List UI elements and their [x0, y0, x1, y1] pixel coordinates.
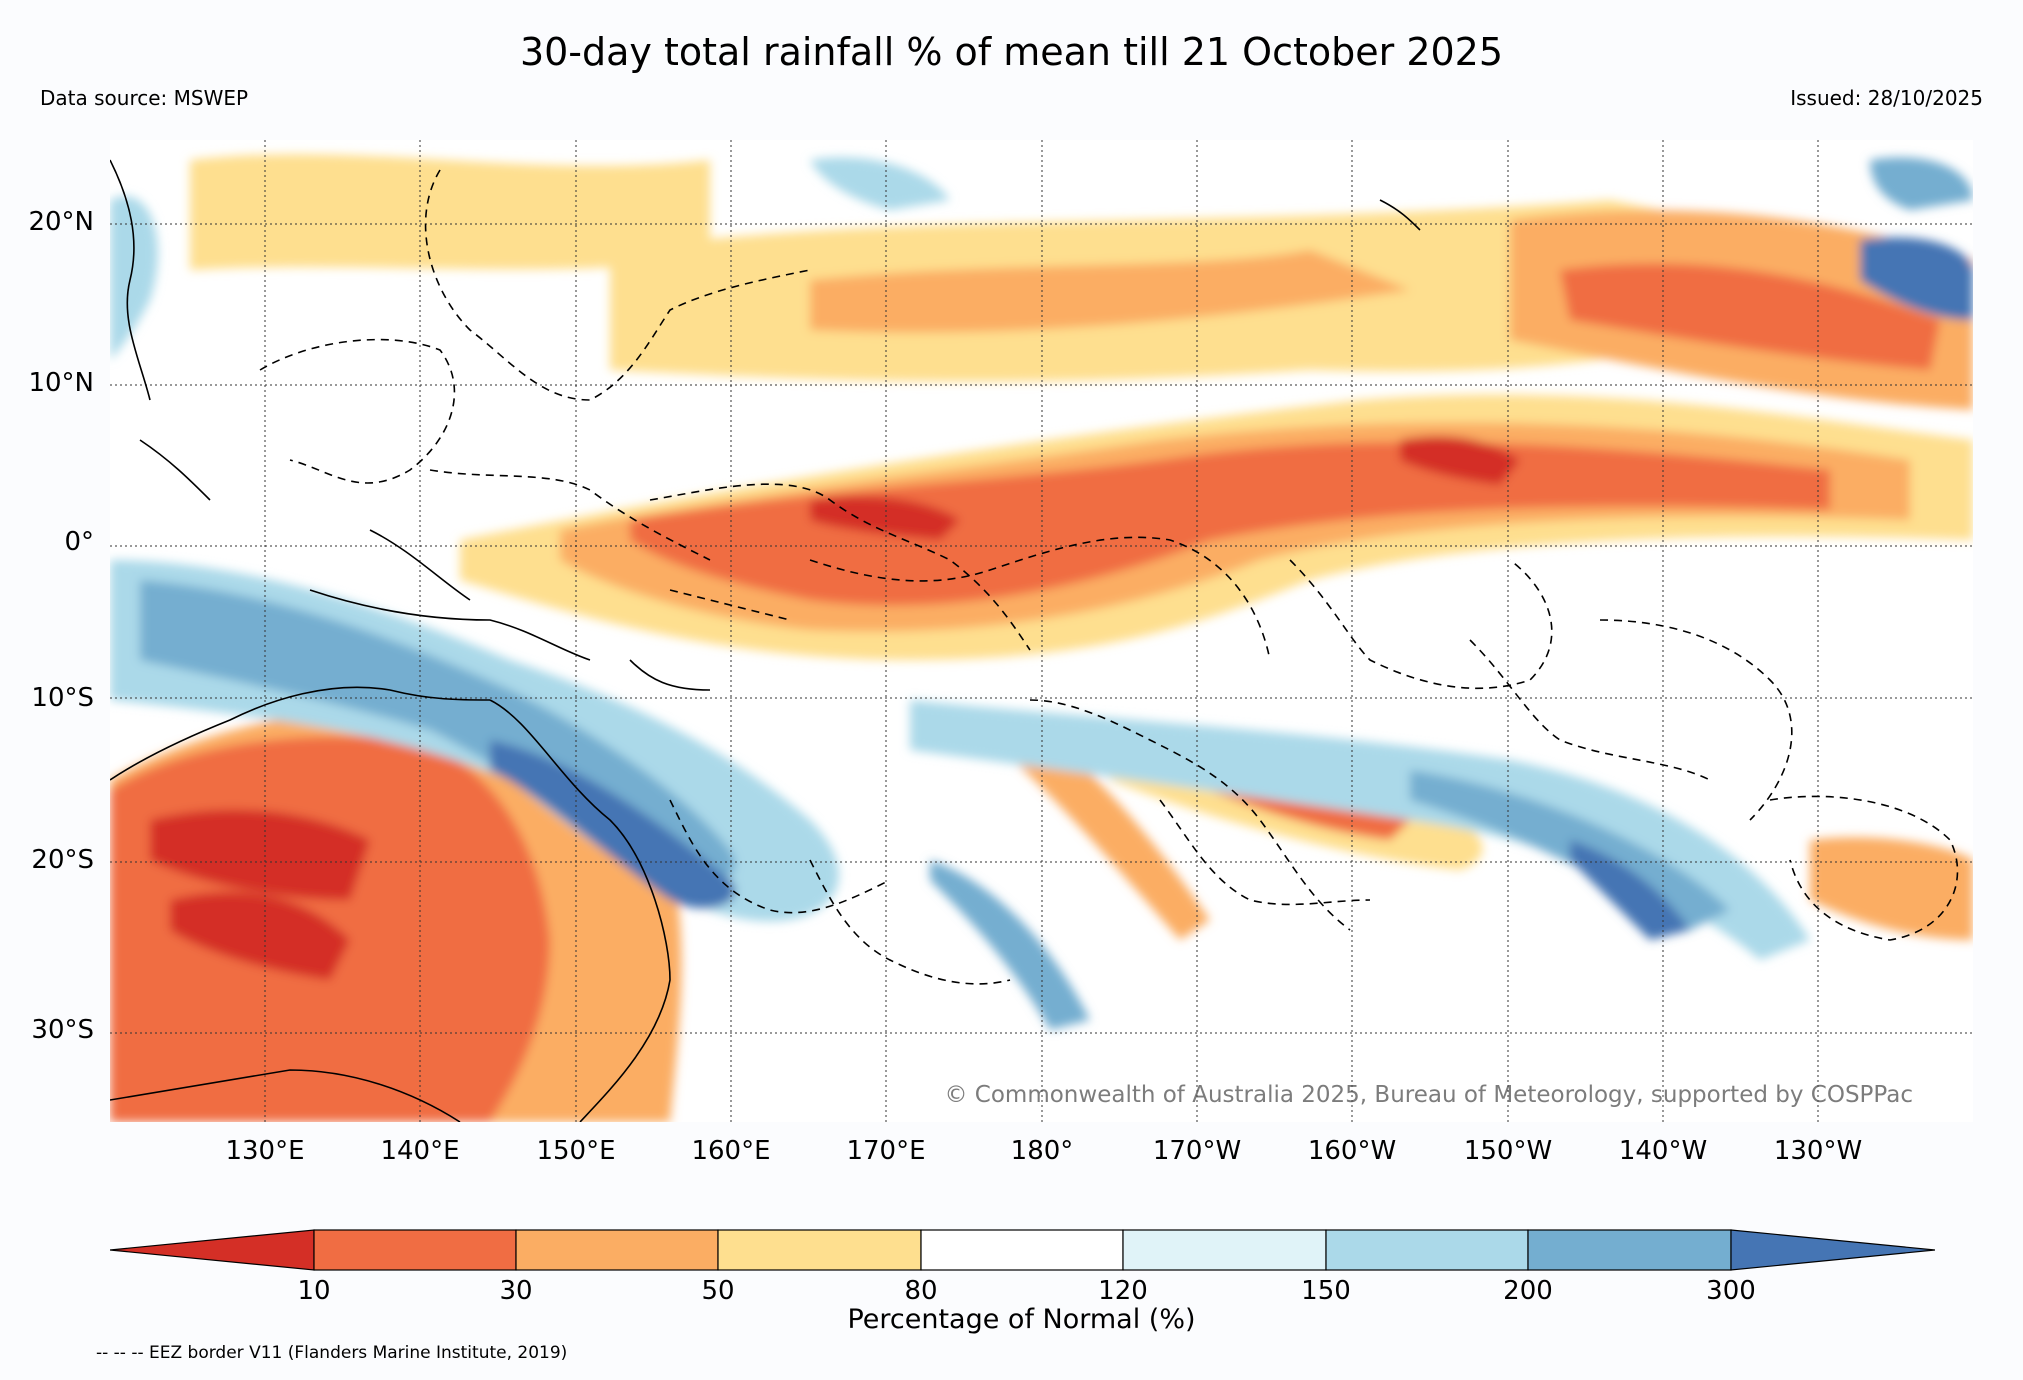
colorbar-tick-150: 150 [1301, 1276, 1351, 1306]
lat-label-30s: 30°S [31, 1015, 94, 1045]
map-title: 30-day total rainfall % of mean till 21 … [519, 30, 1504, 74]
lon-label-150e: 150°E [536, 1136, 616, 1166]
eez-note: -- -- -- EEZ border V11 (Flanders Marine… [96, 1343, 568, 1363]
colorbar-bin-200-300 [1527, 1229, 1732, 1271]
colorbar-tick-80: 80 [904, 1276, 938, 1306]
lon-label-170e: 170°E [846, 1136, 926, 1166]
lon-label-140e: 140°E [380, 1136, 460, 1166]
colorbar-bin-50-80 [717, 1229, 922, 1271]
lon-label-130w: 130°W [1773, 1136, 1863, 1166]
colorbar-extend-low [110, 1229, 315, 1271]
colorbar-tick-120: 120 [1098, 1276, 1148, 1306]
rainfall-map: © Commonwealth of Australia 2025, Bureau… [110, 140, 1973, 1122]
lon-label-140w: 140°W [1618, 1136, 1708, 1166]
colorbar-bin-80-120 [920, 1229, 1124, 1271]
colorbar-tick-200: 200 [1503, 1276, 1553, 1306]
data-source: Data source: MSWEP [40, 86, 249, 110]
issued-date: Issued: 28/10/2025 [1790, 86, 1983, 110]
colorbar-bin-10-30 [313, 1229, 517, 1271]
lat-label-20s: 20°S [31, 845, 94, 875]
colorbar-bin-150-200 [1325, 1229, 1529, 1271]
colorbar-label: Percentage of Normal (%) [847, 1304, 1196, 1335]
lon-label-170w: 170°W [1152, 1136, 1242, 1166]
colorbar-tick-50: 50 [701, 1276, 735, 1306]
lon-label-160e: 160°E [691, 1136, 771, 1166]
lat-label-10n: 10°N [28, 368, 94, 398]
lon-label-180: 180° [1010, 1136, 1074, 1166]
colorbar-tick-300: 300 [1706, 1276, 1756, 1306]
rainfall-field [110, 140, 1973, 1122]
lon-label-130e: 130°E [225, 1136, 305, 1166]
colorbar-extend-high [1730, 1229, 1935, 1271]
lat-label-10s: 10°S [31, 683, 94, 713]
colorbar [110, 1229, 1935, 1271]
colorbar-bin-120-150 [1122, 1229, 1327, 1271]
colorbar-bin-30-50 [515, 1229, 719, 1271]
colorbar-tick-30: 30 [499, 1276, 533, 1306]
lat-label-0: 0° [64, 527, 94, 557]
lat-label-20n: 20°N [28, 207, 94, 237]
lon-label-150w: 150°W [1463, 1136, 1553, 1166]
copyright-notice: © Commonwealth of Australia 2025, Bureau… [944, 1082, 1913, 1108]
lon-label-160w: 160°W [1307, 1136, 1397, 1166]
colorbar-tick-10: 10 [297, 1276, 331, 1306]
